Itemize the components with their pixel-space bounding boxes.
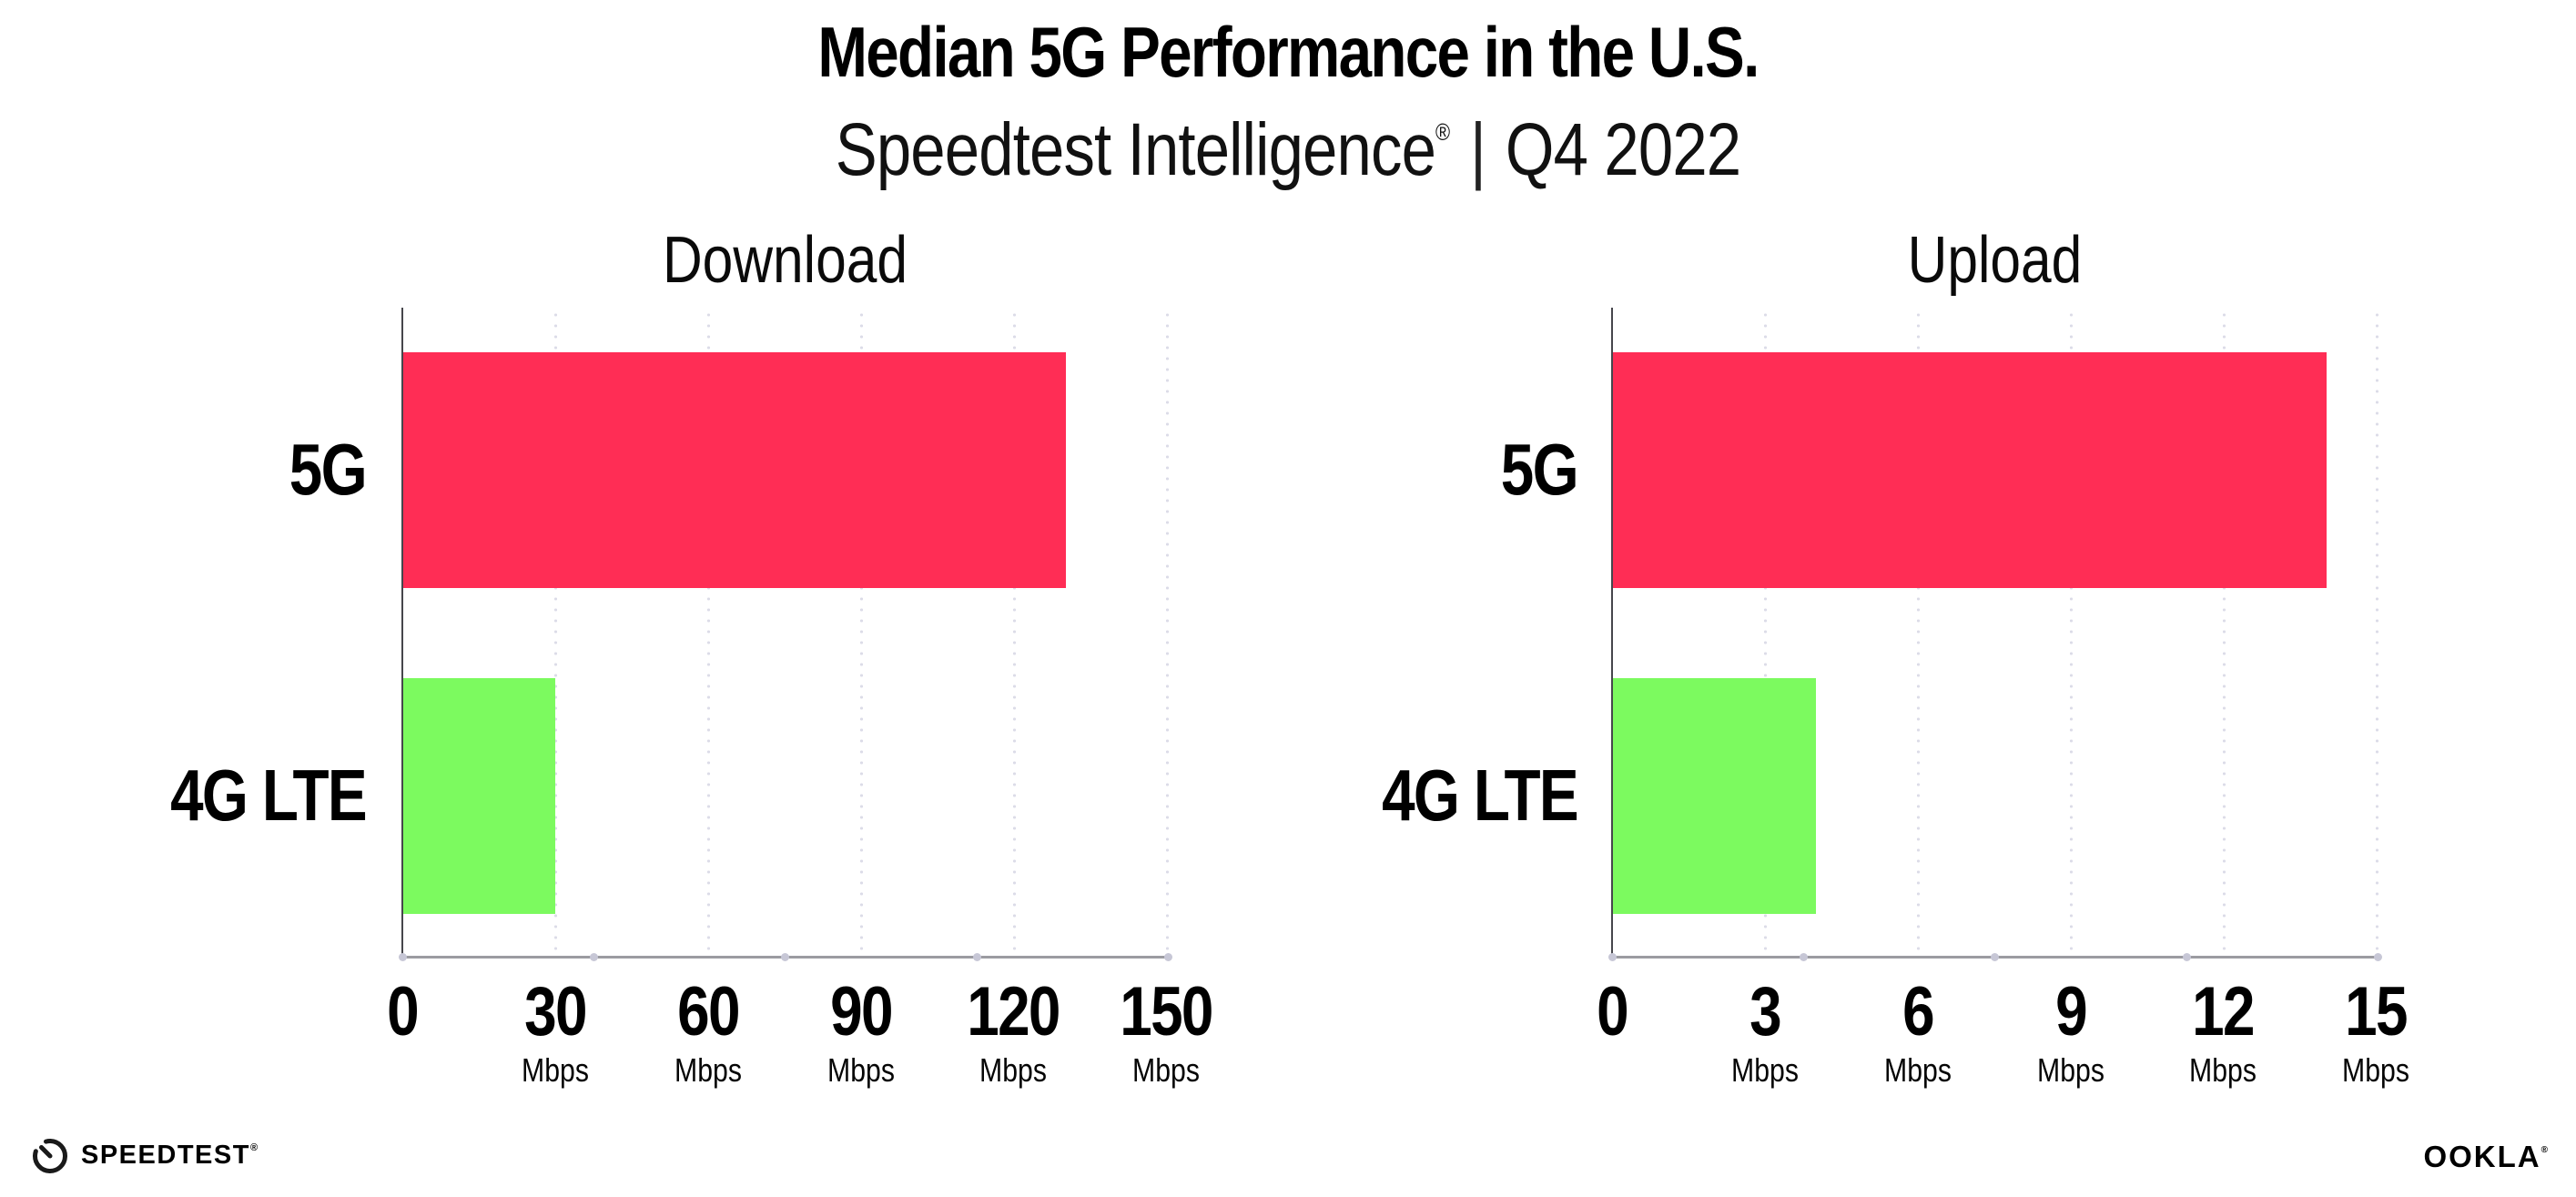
download-axis-dot-75 [973, 953, 981, 961]
download-tick-150: 150 Mbps [1089, 978, 1243, 1087]
ookla-wordmark: OOKLA® [2423, 1140, 2548, 1174]
download-category-label-5g: 5G [289, 429, 368, 510]
upload-bar-5g [1612, 352, 2327, 588]
ookla-trademark-icon: ® [2541, 1145, 2548, 1155]
tick-unit: Mbps [522, 1051, 589, 1089]
download-category-label-4g-lte: 4G LTE [170, 755, 368, 836]
tick-number: 90 [830, 973, 893, 1050]
download-axis-dot-50 [781, 953, 789, 961]
upload-tick-3: 3 Mbps [1688, 978, 1842, 1087]
tick-unit: Mbps [979, 1051, 1047, 1089]
upload-bar-4g-lte [1612, 678, 1817, 914]
upload-axis-dot-75 [2183, 953, 2191, 961]
upload-axis-dot-0 [1608, 953, 1617, 961]
download-tick-0: 0 [325, 978, 480, 1047]
speedtest-logo: SPEEDTEST® [30, 1135, 258, 1175]
upload-tick-12: 12 Mbps [2145, 978, 2300, 1087]
tick-number: 9 [2055, 973, 2088, 1050]
download-plot-area [399, 308, 1172, 961]
download-gridline-60 [707, 309, 710, 956]
upload-chart-title: Upload [1907, 224, 2083, 297]
tick-unit: Mbps [2342, 1051, 2409, 1089]
upload-gridline-6 [1917, 309, 1920, 956]
speedtest-wordmark: SPEEDTEST® [81, 1141, 258, 1171]
download-axis-dot-25 [590, 953, 598, 961]
download-gridline-90 [860, 309, 863, 956]
ookla-text: OOKLA [2423, 1140, 2541, 1173]
upload-axis-dot-100 [2374, 953, 2382, 961]
tick-number: 60 [677, 973, 740, 1050]
subtitle-product: Speedtest Intelligence [835, 108, 1436, 191]
upload-axis-dot-25 [1800, 953, 1808, 961]
tick-unit: Mbps [827, 1051, 895, 1089]
download-tick-60: 60 Mbps [631, 978, 786, 1087]
upload-category-label-4g-lte: 4G LTE [1382, 755, 1579, 836]
upload-gridline-12 [2223, 309, 2226, 956]
download-bar-4g-lte [402, 678, 556, 914]
upload-gridline-9 [2070, 309, 2073, 956]
tick-unit: Mbps [1884, 1051, 1952, 1089]
tick-number: 150 [1120, 973, 1213, 1050]
tick-number: 120 [967, 973, 1060, 1050]
speedtest-trademark-icon: ® [249, 1141, 259, 1153]
upload-y-axis-line [1611, 308, 1613, 958]
download-gridline-120 [1013, 309, 1016, 956]
upload-axis-dot-50 [1991, 953, 1999, 961]
upload-tick-15: 15 Mbps [2298, 978, 2453, 1087]
upload-category-label-5g: 5G [1500, 429, 1579, 510]
tick-number: 0 [387, 973, 420, 1050]
tick-number: 6 [1902, 973, 1935, 1050]
download-tick-30: 30 Mbps [478, 978, 633, 1087]
tick-unit: Mbps [674, 1051, 742, 1089]
upload-plot-area [1608, 308, 2382, 961]
subtitle-divider: | [1469, 108, 1486, 191]
subtitle-period: Q4 2022 [1505, 108, 1741, 191]
upload-tick-9: 9 Mbps [1993, 978, 2148, 1087]
page-subtitle: Speedtest Intelligence® | Q4 2022 [206, 113, 2369, 188]
download-bar-5g [402, 352, 1066, 588]
download-chart-title: Download [663, 224, 908, 297]
tick-unit: Mbps [1731, 1051, 1799, 1089]
upload-tick-0: 0 [1535, 978, 1689, 1047]
tick-unit: Mbps [2037, 1051, 2104, 1089]
tick-unit: Mbps [2189, 1051, 2257, 1089]
tick-number: 3 [1749, 973, 1782, 1050]
download-tick-120: 120 Mbps [936, 978, 1090, 1087]
registered-trademark-icon: ® [1435, 118, 1451, 146]
download-gridline-30 [554, 309, 557, 956]
upload-tick-6: 6 Mbps [1841, 978, 1995, 1087]
ookla-logo: OOKLA® [2423, 1140, 2548, 1174]
tick-number: 30 [524, 973, 587, 1050]
tick-number: 15 [2345, 973, 2408, 1050]
download-gridline-150 [1166, 309, 1169, 956]
tick-number: 0 [1597, 973, 1629, 1050]
upload-gridline-15 [2376, 309, 2378, 956]
download-tick-90: 90 Mbps [784, 978, 938, 1087]
tick-number: 12 [2192, 973, 2255, 1050]
upload-gridline-3 [1764, 309, 1767, 956]
download-axis-dot-100 [1164, 953, 1172, 961]
speedtest-gauge-icon [33, 1139, 67, 1173]
speedtest-text: SPEEDTEST [81, 1140, 250, 1170]
tick-unit: Mbps [1132, 1051, 1200, 1089]
download-axis-dot-0 [399, 953, 407, 961]
page-title: Median 5G Performance in the U.S. [817, 12, 1760, 92]
download-y-axis-line [401, 308, 403, 958]
